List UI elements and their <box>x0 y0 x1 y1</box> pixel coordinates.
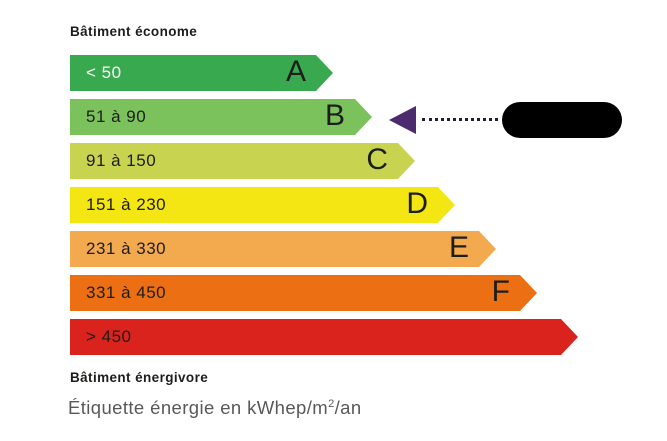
energy-class-row-a: < 50 A <box>70 55 650 91</box>
energy-class-bar-g: > 450 <box>70 319 578 355</box>
energy-range-label: 91 à 150 <box>86 151 157 170</box>
caption-text: Étiquette énergie en kWhep/m <box>68 397 329 418</box>
energy-class-bar-c: 91 à 150 C <box>70 143 415 179</box>
energy-class-letter: B <box>324 99 345 133</box>
energy-class-row-d: 151 à 230 D <box>70 187 650 223</box>
energy-class-letter: D <box>406 187 428 221</box>
energy-range-label: 331 à 450 <box>86 283 167 302</box>
energy-range-label: 151 à 230 <box>86 195 167 214</box>
energy-class-row-f: 331 à 450 F <box>70 275 650 311</box>
energy-class-row-g: > 450 <box>70 319 650 355</box>
energy-class-bar-b: 51 à 90 B <box>70 99 372 135</box>
energy-class-bar-d: 151 à 230 D <box>70 187 455 223</box>
energy-class-letter: A <box>285 55 306 89</box>
economical-building-label: Bâtiment économe <box>70 24 198 39</box>
energy-range-label: > 450 <box>86 327 132 346</box>
energy-label-caption: Étiquette énergie en kWhep/m2/an <box>68 397 362 419</box>
caption-superscript: 2 <box>328 397 335 410</box>
caption-text-suffix: /an <box>334 397 362 418</box>
indicator-dotted-line <box>422 118 498 121</box>
selected-class-arrow-icon <box>389 106 416 134</box>
energy-class-scale: < 50 A 51 à 90 B 91 à 150 C 151 à 230 D 231 à 33… <box>70 55 650 363</box>
energy-class-letter: E <box>448 231 469 265</box>
energy-range-label: < 50 <box>86 63 122 82</box>
energy-class-row-c: 91 à 150 C <box>70 143 650 179</box>
energy-class-bar-a: < 50 A <box>70 55 333 91</box>
energy-class-bar-e: 231 à 330 E <box>70 231 496 267</box>
energy-class-bar-f: 331 à 450 F <box>70 275 537 311</box>
energy-intensive-building-label: Bâtiment énergivore <box>70 370 209 385</box>
redacted-value-marker <box>502 102 622 138</box>
energy-class-row-e: 231 à 330 E <box>70 231 650 267</box>
energy-range-label: 231 à 330 <box>86 239 167 258</box>
energy-class-letter: C <box>366 143 388 177</box>
energy-class-row-b: 51 à 90 B <box>70 99 650 138</box>
energy-range-label: 51 à 90 <box>86 107 147 126</box>
energy-class-letter: F <box>491 275 510 309</box>
